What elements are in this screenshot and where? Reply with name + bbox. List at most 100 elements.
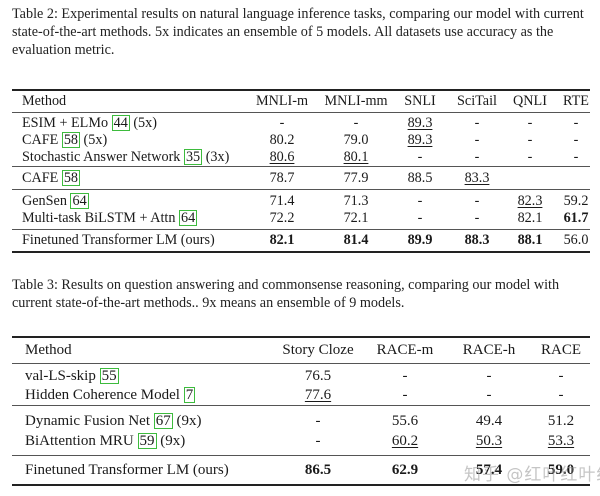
score-cell: - [353, 115, 359, 131]
citation-link[interactable]: 64 [178, 210, 198, 226]
score-cell: 61.7 [563, 210, 589, 226]
score-cell: 57.4 [475, 462, 503, 478]
method-label: BiAttention MRU [25, 433, 134, 449]
ensemble-note: (3x) [205, 149, 230, 165]
table2-header-rule [12, 112, 590, 113]
table3-col-method: Method [25, 342, 72, 358]
score-cell: 88.3 [464, 232, 490, 248]
table3-row: Finetuned Transformer LM (ours) 86.5 62.9 5… [0, 461, 600, 479]
citation-link[interactable]: 58 [61, 132, 80, 148]
ensemble-note: (9x) [160, 433, 186, 449]
method-label: Hidden Coherence Model [25, 387, 180, 403]
table2-row: ESIM + ELMo 44 (5x) - - 89.3 - - - [0, 114, 600, 132]
score-cell: - [573, 115, 579, 131]
method-name: BiAttention MRU 59 (9x) [25, 432, 185, 450]
score-cell: - [315, 433, 321, 449]
score-cell: - [417, 193, 423, 209]
group-rule [12, 166, 590, 167]
score-cell: 82.1 [517, 210, 543, 226]
score-cell: 59.2 [563, 193, 589, 209]
table2-top-rule [12, 89, 590, 91]
table2-col-qnli: QNLI [513, 93, 547, 109]
watermark: 知乎 @红叶红叶红 [464, 465, 600, 485]
citation-link[interactable]: 58 [61, 170, 80, 186]
table2-col-snli: SNLI [404, 93, 436, 109]
table2-col-mnli-m: MNLI-m [255, 93, 308, 109]
score-cell: 78.7 [269, 170, 295, 186]
table2-caption: Table 2: Experimental results on natural… [12, 6, 584, 58]
score-cell: 76.5 [304, 368, 332, 384]
method-name: Hidden Coherence Model 7 [25, 386, 196, 404]
score-cell: 62.9 [391, 462, 419, 478]
table3-header-rule [12, 363, 590, 364]
score-cell: 71.3 [343, 193, 369, 209]
table2-col-rte: RTE [563, 93, 589, 109]
score-cell: 50.3 [475, 433, 503, 449]
score-cell: 60.2 [391, 433, 419, 449]
group-rule [12, 189, 590, 190]
citation-link[interactable]: 35 [183, 149, 203, 165]
score-cell: - [474, 115, 480, 131]
table3-bottom-rule [12, 484, 590, 486]
score-cell: - [474, 193, 480, 209]
score-cell: 88.5 [407, 170, 433, 186]
method-label: val-LS-skip [25, 368, 96, 384]
method-name: Finetuned Transformer LM (ours) [22, 231, 215, 249]
table3-row: BiAttention MRU 59 (9x) - 60.2 50.3 53.3 [0, 432, 600, 450]
score-cell: - [474, 149, 480, 165]
table3-top-rule [12, 336, 590, 338]
score-cell: 77.6 [304, 387, 332, 403]
citation-link[interactable]: 67 [153, 413, 173, 429]
score-cell: - [402, 368, 408, 384]
score-cell: - [486, 368, 492, 384]
method-name: ESIM + ELMo 44 (5x) [22, 114, 157, 132]
method-label: GenSen [22, 193, 67, 209]
score-cell: - [417, 210, 423, 226]
score-cell: 72.2 [269, 210, 295, 226]
score-cell: - [279, 115, 285, 131]
method-name: val-LS-skip 55 [25, 367, 119, 385]
score-cell: 81.4 [343, 232, 369, 248]
method-name: Dynamic Fusion Net 67 (9x) [25, 412, 202, 430]
table2-row: CAFE 58 78.7 77.9 88.5 83.3 [0, 169, 600, 187]
table3-row: val-LS-skip 55 76.5 - - - [0, 367, 600, 385]
score-cell: 56.0 [563, 232, 589, 248]
citation-link[interactable]: 59 [137, 433, 157, 449]
table2-row: Finetuned Transformer LM (ours) 82.1 81.4 8… [0, 231, 600, 249]
table3-col-race: RACE [540, 342, 581, 358]
score-cell: 89.9 [407, 232, 433, 248]
score-cell: 55.6 [391, 413, 419, 429]
citation-link[interactable]: 55 [99, 368, 119, 384]
table2-row: CAFE 58 (5x) 80.2 79.0 89.3 - - - [0, 131, 600, 149]
table2-col-mnli-mm: MNLI-mm [324, 93, 388, 109]
table3-row: Hidden Coherence Model 7 77.6 - - - [0, 386, 600, 404]
group-rule [12, 405, 590, 406]
score-cell: 51.2 [547, 413, 575, 429]
table3-col-race-h: RACE-h [462, 342, 516, 358]
method-label: Dynamic Fusion Net [25, 413, 150, 429]
score-cell: 49.4 [475, 413, 503, 429]
score-cell: 86.5 [304, 462, 332, 478]
method-label: ESIM + ELMo [22, 115, 109, 131]
score-cell: - [527, 149, 533, 165]
ensemble-note: (9x) [176, 413, 202, 429]
score-cell: - [573, 149, 579, 165]
method-label: CAFE [22, 170, 59, 186]
score-cell: 71.4 [269, 193, 295, 209]
group-rule [12, 455, 590, 456]
table3-header-row: Method Story Cloze RACE-m RACE-h RACE [0, 341, 600, 359]
score-cell: - [315, 413, 321, 429]
citation-link[interactable]: 7 [183, 387, 196, 403]
score-cell: 88.1 [517, 232, 543, 248]
score-cell: 77.9 [343, 170, 369, 186]
citation-link[interactable]: 64 [70, 193, 89, 209]
table3-row: Dynamic Fusion Net 67 (9x) - 55.6 49.4 51.2 [0, 412, 600, 430]
method-name: Multi-task BiLSTM + Attn 64 [22, 209, 198, 227]
table2-row: GenSen 64 71.4 71.3 - - 82.3 59.2 [0, 192, 600, 210]
group-rule [12, 229, 590, 230]
citation-link[interactable]: 44 [111, 115, 130, 131]
score-cell: 80.6 [269, 149, 295, 165]
score-cell: - [527, 132, 533, 148]
method-label: Finetuned Transformer LM (ours) [22, 232, 215, 248]
table2-col-method: Method [22, 93, 67, 109]
